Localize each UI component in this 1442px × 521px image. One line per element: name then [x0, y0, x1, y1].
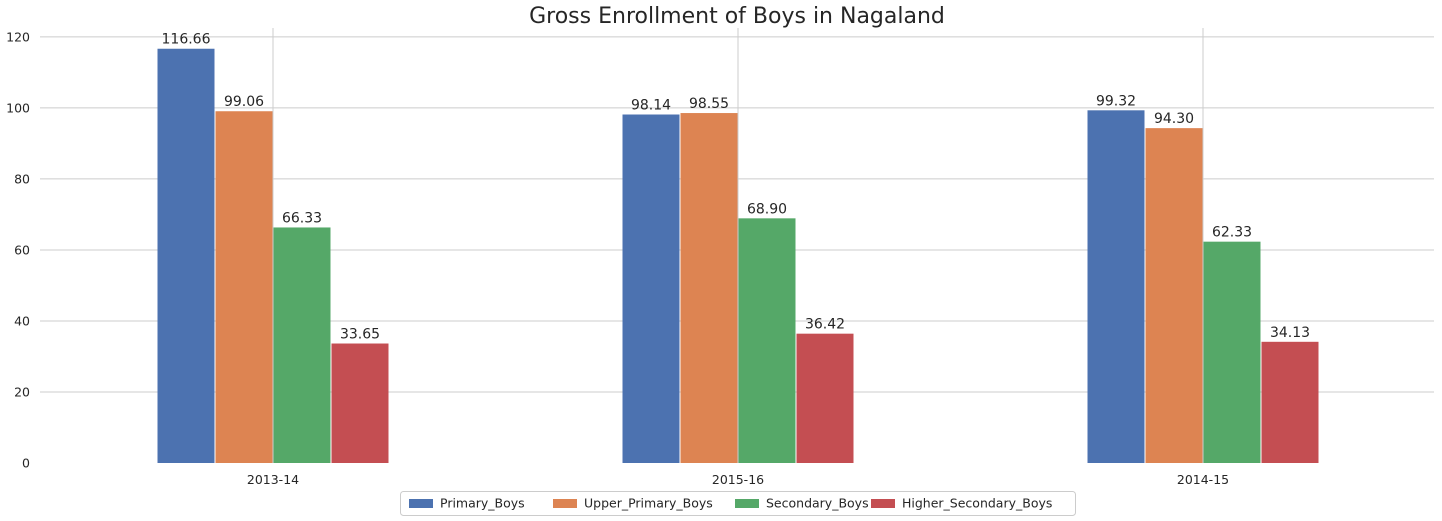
bar-value-label: 94.30	[1154, 111, 1194, 127]
chart-title: Gross Enrollment of Boys in Nagaland	[529, 4, 945, 29]
bar	[215, 111, 273, 464]
x-tick-label: 2013-14	[247, 472, 299, 487]
y-tick-label: 20	[14, 384, 30, 399]
y-tick-label: 80	[14, 171, 30, 186]
y-axis: 0 20 40 60 80 100 120	[6, 29, 30, 470]
bar	[1145, 128, 1203, 463]
y-tick-label: 0	[22, 456, 30, 471]
bar-value-label: 98.55	[689, 96, 729, 112]
bar	[273, 227, 331, 463]
x-axis: 2013-14 2015-16 2014-15	[247, 472, 1229, 487]
bar	[622, 114, 680, 463]
y-tick-label: 40	[14, 313, 30, 328]
bar-value-label: 68.90	[747, 201, 787, 217]
bar-value-label: 99.32	[1096, 93, 1136, 109]
legend-label: Higher_Secondary_Boys	[902, 496, 1052, 511]
bar	[331, 343, 389, 463]
legend-swatch	[409, 499, 433, 508]
bar	[738, 218, 796, 463]
bar	[680, 113, 738, 463]
bar-value-label: 99.06	[224, 94, 264, 110]
legend-swatch	[553, 499, 577, 508]
bar-value-label: 66.33	[282, 210, 322, 226]
legend-label: Upper_Primary_Boys	[584, 496, 713, 511]
y-tick-label: 100	[6, 100, 30, 115]
legend: Primary_Boys Upper_Primary_Boys Secondary_…	[400, 491, 1076, 516]
bars	[157, 48, 1319, 464]
bar	[796, 333, 854, 463]
value-labels: 116.66 99.06 66.33 33.65 98.14 98.55 68.90 36.4…	[162, 32, 1311, 343]
x-tick-label: 2014-15	[1177, 472, 1229, 487]
legend-swatch	[735, 499, 759, 508]
y-tick-label: 120	[6, 29, 30, 44]
bar-value-label: 62.33	[1212, 225, 1252, 241]
legend-swatch	[871, 499, 895, 508]
x-tick-label: 2015-16	[712, 472, 764, 487]
legend-label: Secondary_Boys	[766, 496, 869, 511]
bar	[1261, 341, 1319, 463]
bar	[157, 48, 215, 463]
bar-value-label: 116.66	[162, 32, 211, 48]
bar	[1087, 110, 1145, 463]
bar-value-label: 34.13	[1270, 325, 1310, 341]
bar-value-label: 98.14	[631, 98, 671, 114]
bar	[1203, 241, 1261, 463]
bar-value-label: 36.42	[805, 317, 845, 333]
legend-label: Primary_Boys	[440, 496, 525, 511]
bar-value-label: 33.65	[340, 327, 380, 343]
y-tick-label: 60	[14, 242, 30, 257]
